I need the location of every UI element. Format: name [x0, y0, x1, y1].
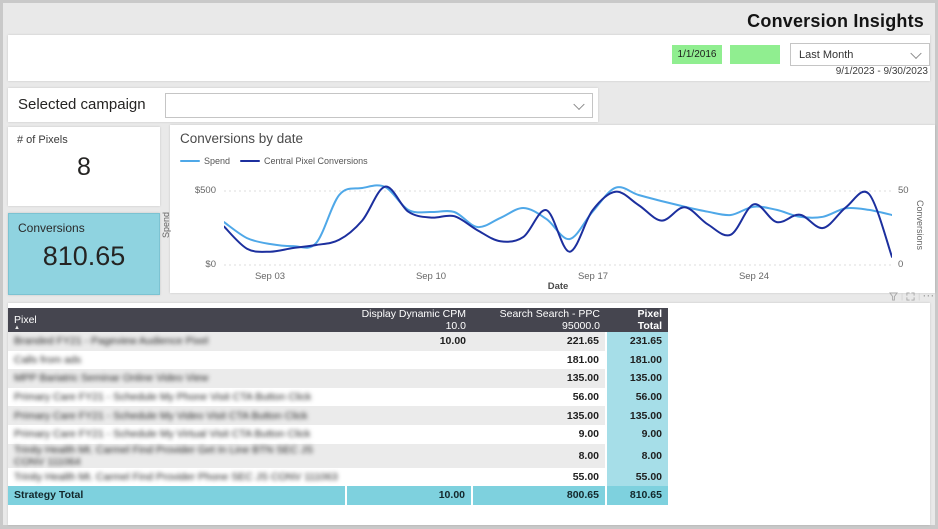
pixel-total-cell[interactable]: 181.00 [606, 351, 668, 370]
table-row: Primary Care FY21 - Schedule My Virtual … [8, 425, 668, 444]
sort-ascending-icon: ▲ [14, 325, 20, 331]
display-cpm-cell[interactable] [346, 388, 472, 407]
legend-label-spend: Spend [204, 156, 230, 166]
pixels-card-value: 8 [8, 153, 160, 182]
legend-item-conversions[interactable]: Central Pixel Conversions [240, 156, 368, 166]
chevron-down-icon [910, 47, 921, 58]
conversions-by-date-chart: Conversions by date Spend Central Pixel … [170, 125, 935, 293]
table-row: MPP Bariatric Seminar Online Video View 1… [8, 369, 668, 388]
chart-legend: Spend Central Pixel Conversions [180, 156, 378, 166]
page-title: Conversion Insights [747, 8, 924, 34]
table-header-row: Pixel ▲ Display Dynamic CPM 10.0 Search … [8, 308, 668, 332]
search-ppc-cell[interactable]: 8.00 [472, 444, 606, 468]
filter-panel: 1/1/2016 Last Month 9/1/2023 - 9/30/2023 [8, 35, 930, 81]
chart-title: Conversions by date [180, 131, 303, 146]
toolbar-divider: | [901, 292, 903, 301]
chevron-down-icon [573, 98, 584, 109]
display-cpm-cell[interactable] [346, 369, 472, 388]
search-ppc-cell[interactable]: 56.00 [472, 388, 606, 407]
display-cpm-cell[interactable] [346, 444, 472, 468]
strategy-total-row: Strategy Total10.00800.65810.65 [8, 486, 668, 505]
legend-label-conversions: Central Pixel Conversions [264, 156, 368, 166]
filter-icon[interactable] [889, 292, 898, 301]
table-row: Calls from ads 181.00181.00 [8, 351, 668, 370]
search-ppc-cell[interactable]: 9.00 [472, 425, 606, 444]
display-cpm-cell[interactable] [346, 351, 472, 370]
period-dropdown-value: Last Month [799, 44, 853, 65]
search-ppc-cell[interactable]: 55.00 [472, 468, 606, 487]
line-chart-plot[interactable] [224, 180, 892, 270]
date-input-end[interactable] [730, 45, 780, 64]
table-row: Branded FY21 - Pageview Audience Pixel10… [8, 332, 668, 351]
y-axis-title-spend: Spend [161, 212, 171, 238]
display-cpm-cell[interactable] [346, 425, 472, 444]
y-axis-tick-right-max: 50 [898, 185, 928, 197]
column-header-pixel[interactable]: Pixel ▲ [8, 308, 346, 332]
legend-swatch-spend [180, 160, 200, 163]
pixel-total-cell[interactable]: 55.00 [606, 468, 668, 487]
pixel-total-cell[interactable]: 231.65 [606, 332, 668, 351]
legend-item-spend[interactable]: Spend [180, 156, 230, 166]
pixel-name-cell[interactable]: Primary Care FY21 - Schedule My Video Vi… [8, 406, 346, 425]
pixel-total-cell[interactable]: 9.00 [606, 425, 668, 444]
total-display-cpm-cell[interactable]: 10.00 [346, 486, 472, 505]
pixel-name-cell[interactable]: Trinity Health Mt. Carmel Find Provider … [8, 468, 346, 487]
search-ppc-cell[interactable]: 135.00 [472, 406, 606, 425]
search-ppc-cell[interactable]: 221.65 [472, 332, 606, 351]
y-axis-tick-left-max: $500 [170, 185, 216, 197]
period-dropdown[interactable]: Last Month [790, 43, 930, 66]
campaign-label: Selected campaign [18, 88, 146, 122]
table-row: Trinity Health Mt. Carmel Find Provider … [8, 444, 668, 468]
date-range-label: 9/1/2023 - 9/30/2023 [836, 66, 928, 77]
display-cpm-cell[interactable] [346, 406, 472, 425]
date-input-start[interactable]: 1/1/2016 [672, 45, 722, 64]
pixel-total-cell[interactable]: 8.00 [606, 444, 668, 468]
conversions-card: Conversions 810.65 [8, 213, 160, 295]
pixel-name-cell[interactable]: MPP Bariatric Seminar Online Video View [8, 369, 346, 388]
toolbar-divider: | [918, 292, 920, 301]
report-canvas: Conversion Insights 1/1/2016 Last Month … [3, 3, 935, 525]
table-row: Primary Care FY21 - Schedule My Video Vi… [8, 406, 668, 425]
column-header-search-ppc[interactable]: Search Search - PPC 95000.0 [472, 308, 606, 332]
campaign-panel: Selected campaign [8, 88, 598, 122]
y-axis-tick-left-min: $0 [170, 259, 216, 271]
grand-total-cell[interactable]: 810.65 [606, 486, 668, 505]
total-search-ppc-cell[interactable]: 800.65 [472, 486, 606, 505]
strategy-total-label[interactable]: Strategy Total [8, 486, 346, 505]
y-axis-title-conversions: Conversions [915, 197, 925, 253]
pixels-card-label: # of Pixels [17, 134, 68, 146]
x-axis-title: Date [528, 281, 588, 292]
campaign-dropdown[interactable] [165, 93, 593, 118]
conversions-line [224, 187, 892, 257]
x-axis-tick-sep03: Sep 03 [240, 271, 300, 282]
visual-toolbar: | | ··· [889, 291, 935, 301]
pixel-table-panel: Pixel ▲ Display Dynamic CPM 10.0 Search … [8, 303, 930, 525]
display-cpm-cell[interactable] [346, 468, 472, 487]
conversions-card-value: 810.65 [9, 241, 159, 272]
pixels-card: # of Pixels 8 [8, 127, 160, 206]
column-header-pixel-total[interactable]: Pixel Total [606, 308, 668, 332]
pixel-name-cell[interactable]: Calls from ads [8, 351, 346, 370]
pixel-total-cell[interactable]: 135.00 [606, 369, 668, 388]
x-axis-tick-sep10: Sep 10 [401, 271, 461, 282]
column-header-display-dynamic[interactable]: Display Dynamic CPM 10.0 [346, 308, 472, 332]
pixel-name-cell[interactable]: Primary Care FY21 - Schedule My Virtual … [8, 425, 346, 444]
conversions-card-label: Conversions [18, 221, 85, 235]
legend-swatch-conversions [240, 160, 260, 163]
x-axis-tick-sep24: Sep 24 [724, 271, 784, 282]
table-row: Primary Care FY21 - Schedule My Phone Vi… [8, 388, 668, 407]
pixel-total-cell[interactable]: 56.00 [606, 388, 668, 407]
pixel-name-cell[interactable]: Branded FY21 - Pageview Audience Pixel [8, 332, 346, 351]
more-options-icon[interactable]: ··· [923, 291, 935, 301]
pixel-name-cell[interactable]: Trinity Health Mt. Carmel Find Provider … [8, 444, 346, 468]
focus-mode-icon[interactable] [906, 292, 915, 301]
pixel-total-cell[interactable]: 135.00 [606, 406, 668, 425]
search-ppc-cell[interactable]: 135.00 [472, 369, 606, 388]
table-row: Trinity Health Mt. Carmel Find Provider … [8, 468, 668, 487]
pixel-name-cell[interactable]: Primary Care FY21 - Schedule My Phone Vi… [8, 388, 346, 407]
search-ppc-cell[interactable]: 181.00 [472, 351, 606, 370]
display-cpm-cell[interactable]: 10.00 [346, 332, 472, 351]
pixel-matrix-table: Pixel ▲ Display Dynamic CPM 10.0 Search … [8, 308, 668, 505]
y-axis-tick-right-min: 0 [898, 259, 928, 271]
